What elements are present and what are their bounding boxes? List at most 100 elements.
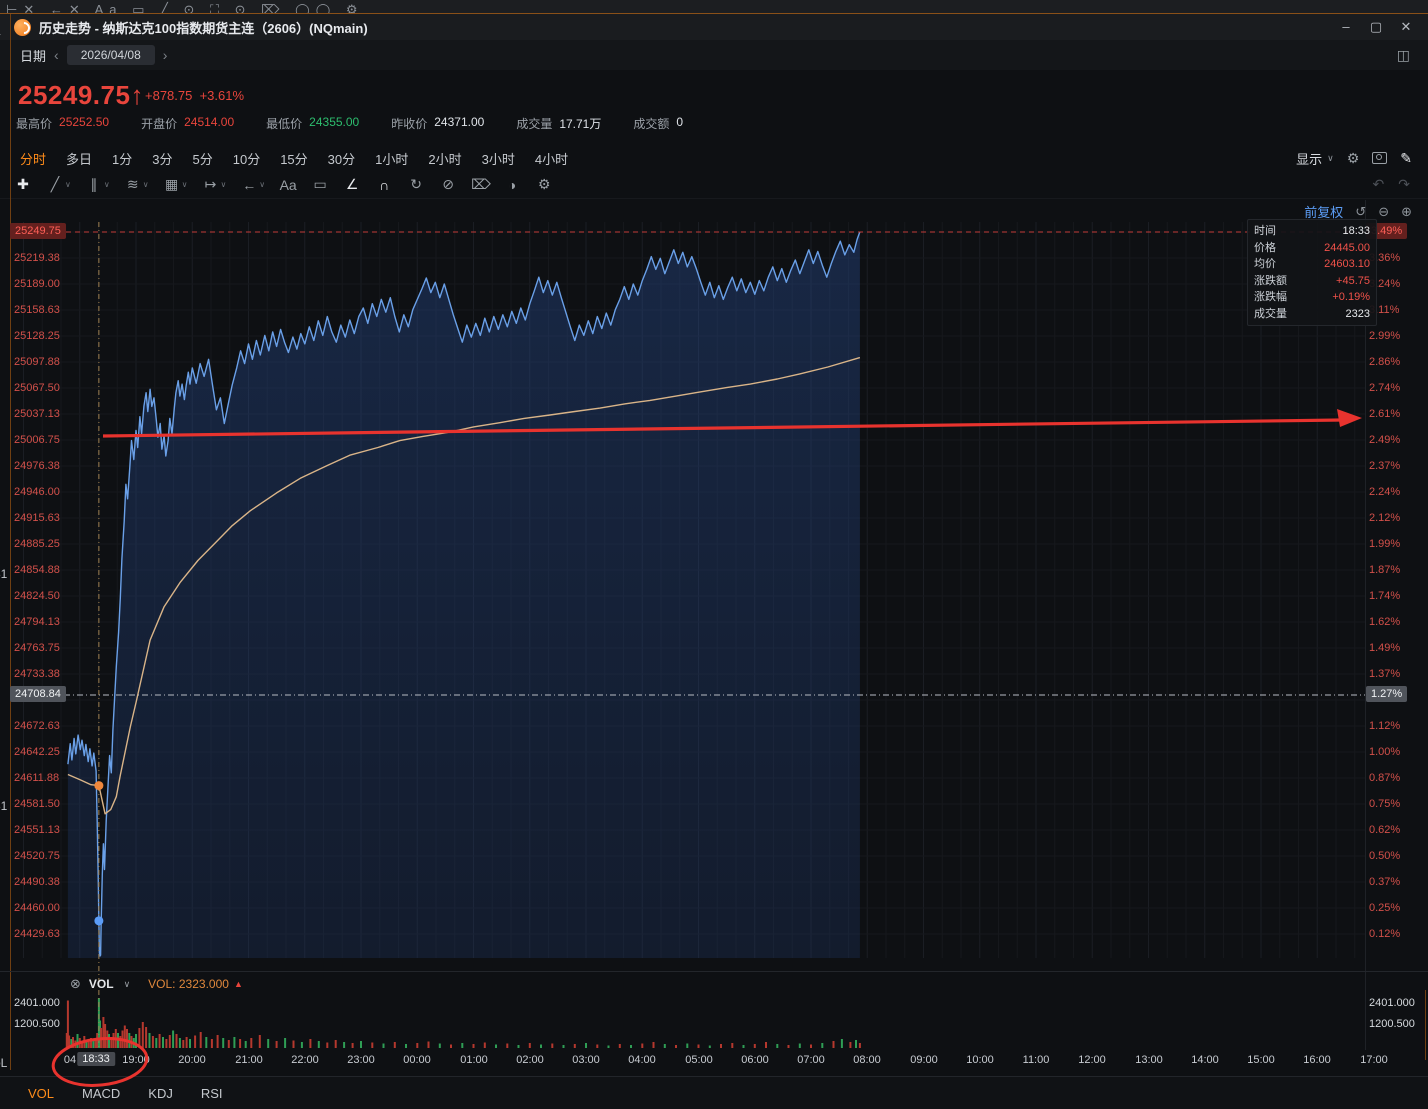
wave-tool[interactable]: ≋ ∨	[126, 176, 149, 192]
timeframe-tab-多日[interactable]: 多日	[66, 151, 93, 167]
cursor-move-tool[interactable]: ✚	[17, 176, 29, 192]
timeframe-tab-10分[interactable]: 10分	[232, 151, 261, 167]
time-label-11:00: 11:00	[1022, 1054, 1050, 1066]
timeframe-tab-15分[interactable]: 15分	[280, 151, 308, 167]
price-tick-24490.38: 24490.38	[14, 876, 60, 888]
price-tick-24885.25: 24885.25	[14, 538, 60, 550]
vol-chevron-icon[interactable]: ∨	[123, 978, 131, 989]
forward-adjusted-button[interactable]: 前复权	[1304, 205, 1344, 220]
timeframe-tab-2小时[interactable]: 2小时	[428, 151, 462, 167]
time-label-10:00: 10:00	[966, 1054, 994, 1066]
pct-tick-2.61%: 2.61%	[1369, 408, 1401, 420]
delete-drawings-tool[interactable]: ⌦	[471, 176, 491, 192]
chart-settings-icon[interactable]: ⚙	[1346, 149, 1360, 166]
timeframe-tabs-row: 分时 多日 1分 3分 5分 10分 15分 30分 1小时 2小时 3小时 4小时 显示 ∨ ⚙ ✎	[0, 145, 1428, 171]
channel-tool[interactable]: ∥ ∨	[90, 176, 110, 192]
maximize-button[interactable]: ▢	[1369, 19, 1383, 34]
timeframe-tab-1分[interactable]: 1分	[112, 151, 133, 167]
panel-toggle-icon[interactable]: ◫	[1396, 46, 1410, 63]
next-date-button[interactable]: ›	[162, 47, 168, 63]
indicator-tab-MACD[interactable]: MACD	[82, 1086, 121, 1101]
time-label-12:00: 12:00	[1078, 1054, 1106, 1066]
timeframe-tab-3分[interactable]: 3分	[152, 151, 173, 167]
window-title: 历史走势 - 纳斯达克100指数期货主连（2606）(NQmain)	[39, 20, 368, 36]
time-label-08:00: 08:00	[853, 1054, 881, 1066]
time-label-05:00: 05:00	[685, 1054, 713, 1066]
date-value[interactable]: 2026/04/08	[66, 45, 155, 65]
close-button[interactable]: ✕	[1400, 19, 1412, 34]
tooltip-row-价格: 价格 24445.00	[1254, 241, 1370, 254]
timeframe-tab-1小时[interactable]: 1小时	[375, 151, 409, 167]
drawing-tools: ✚ ╱ ∨ ∥ ∨ ≋ ∨ ▦ ∨ ↦ ∨ ← ∨ Aa ▭ ∠ ∩ ↻ ⊘ ⌦ ◑ ⚙	[0, 176, 553, 193]
price-tick-24672.63: 24672.63	[14, 720, 60, 732]
pct-tick-0.37%: 0.37%	[1369, 876, 1401, 888]
date-row: 日期 ‹ 2026/04/08 › ◫	[0, 40, 1428, 70]
vol-indicator-label[interactable]: VOL	[88, 977, 114, 991]
continuous-draw-tool[interactable]: ↻	[410, 176, 423, 192]
pct-tick-2.86%: 2.86%	[1369, 356, 1401, 368]
screenshot-camera-icon[interactable]	[1372, 152, 1388, 164]
price-tick-24976.38: 24976.38	[14, 460, 60, 472]
time-label-13:00: 13:00	[1135, 1054, 1163, 1066]
time-label-01:00: 01:00	[460, 1054, 488, 1066]
arrow-tool[interactable]: ← ∨	[242, 176, 266, 193]
pct-tick-2.37%: 2.37%	[1369, 460, 1401, 472]
pct-tick-1.00%: 1.00%	[1369, 746, 1401, 758]
zoom-in-icon[interactable]: ⊕	[1401, 203, 1412, 219]
quote-stats-row: 最高价 25252.50 开盘价 24514.00 最低价 24355.00 昨收价 2437…	[16, 115, 683, 132]
price-tick-24708.84: 24708.84	[10, 686, 66, 702]
pct-tick-2.24%: 2.24%	[1369, 486, 1401, 498]
pct-tick-1.49%: 1.49%	[1369, 642, 1401, 654]
magnet-tool[interactable]: ∩	[379, 176, 390, 193]
stat-成交额: 成交额 0	[633, 115, 684, 131]
price-tick-24854.88: 24854.88	[14, 564, 60, 576]
background-fragment: 4	[0, 26, 1, 40]
price-tick-24551.13: 24551.13	[14, 824, 60, 836]
stat-昨收价: 昨收价 24371.00	[391, 115, 485, 131]
timeframe-tab-30分[interactable]: 30分	[327, 151, 356, 167]
price-tick-24763.75: 24763.75	[14, 642, 60, 654]
timeframe-tab-3小时[interactable]: 3小时	[481, 151, 515, 167]
shape-tool[interactable]: ▦ ∨	[164, 176, 188, 192]
angle-tool[interactable]: ∠	[345, 176, 359, 192]
minimize-button[interactable]: –	[1342, 19, 1350, 34]
timeframe-tab-4小时[interactable]: 4小时	[534, 151, 569, 167]
time-label-07:00: 07:00	[797, 1054, 825, 1066]
text-tool[interactable]: Aa	[279, 176, 297, 193]
tooltip-row-涨跌额: 涨跌额 +45.75	[1254, 274, 1370, 287]
note-tool[interactable]: ▭	[313, 176, 327, 192]
redo-icon[interactable]: ↷	[1398, 176, 1410, 192]
timeframe-tab-分时[interactable]: 分时	[20, 151, 47, 167]
indicator-tab-VOL[interactable]: VOL	[28, 1086, 55, 1101]
close-indicator-icon[interactable]: ⊗	[70, 976, 81, 991]
tooltip-row-均价: 均价 24603.10	[1254, 258, 1370, 270]
prev-date-button[interactable]: ‹	[54, 47, 59, 63]
background-window-toolbar: ⊢✕ ←✕ Aa ▭ ╱ ⊙ ⛶ ⊙ ⌦ ◯◯ ⚙	[0, 0, 1428, 14]
trendline-tool[interactable]: ╱ ∨	[50, 176, 71, 192]
reset-zoom-icon[interactable]: ↺	[1355, 203, 1367, 219]
ray-tool[interactable]: ↦ ∨	[204, 176, 227, 192]
price-tick-25097.88: 25097.88	[14, 356, 60, 368]
tooltip-row-涨跌幅: 涨跌幅 +0.19%	[1254, 291, 1370, 303]
draw-pencil-icon[interactable]: ✎	[1400, 149, 1412, 166]
pct-tick-2.49%: 2.49%	[1369, 434, 1401, 446]
compare-tool[interactable]: ◑	[507, 176, 517, 193]
time-label-20:00: 20:00	[178, 1054, 206, 1066]
indicator-tab-KDJ[interactable]: KDJ	[148, 1086, 173, 1101]
vol-up-triangle-icon: ▲	[233, 979, 243, 989]
display-dropdown[interactable]: 显示	[1296, 151, 1323, 167]
stat-成交量: 成交量 17.71万	[516, 117, 602, 131]
undo-icon[interactable]: ↶	[1372, 176, 1385, 192]
time-label-23:00: 23:00	[347, 1054, 375, 1066]
draw-settings-tool[interactable]: ⚙	[537, 176, 551, 192]
zoom-out-icon[interactable]: ⊖	[1378, 203, 1390, 219]
time-label-22:00: 22:00	[291, 1054, 319, 1066]
background-fragment: 81	[0, 567, 8, 581]
pct-tick-1.99%: 1.99%	[1369, 538, 1401, 550]
indicator-tab-RSI[interactable]: RSI	[200, 1086, 223, 1101]
pct-tick-1.27%: 1.27%	[1366, 686, 1408, 702]
timeframe-tab-5分[interactable]: 5分	[192, 151, 213, 167]
hide-drawings-tool[interactable]: ⊘	[442, 176, 455, 192]
